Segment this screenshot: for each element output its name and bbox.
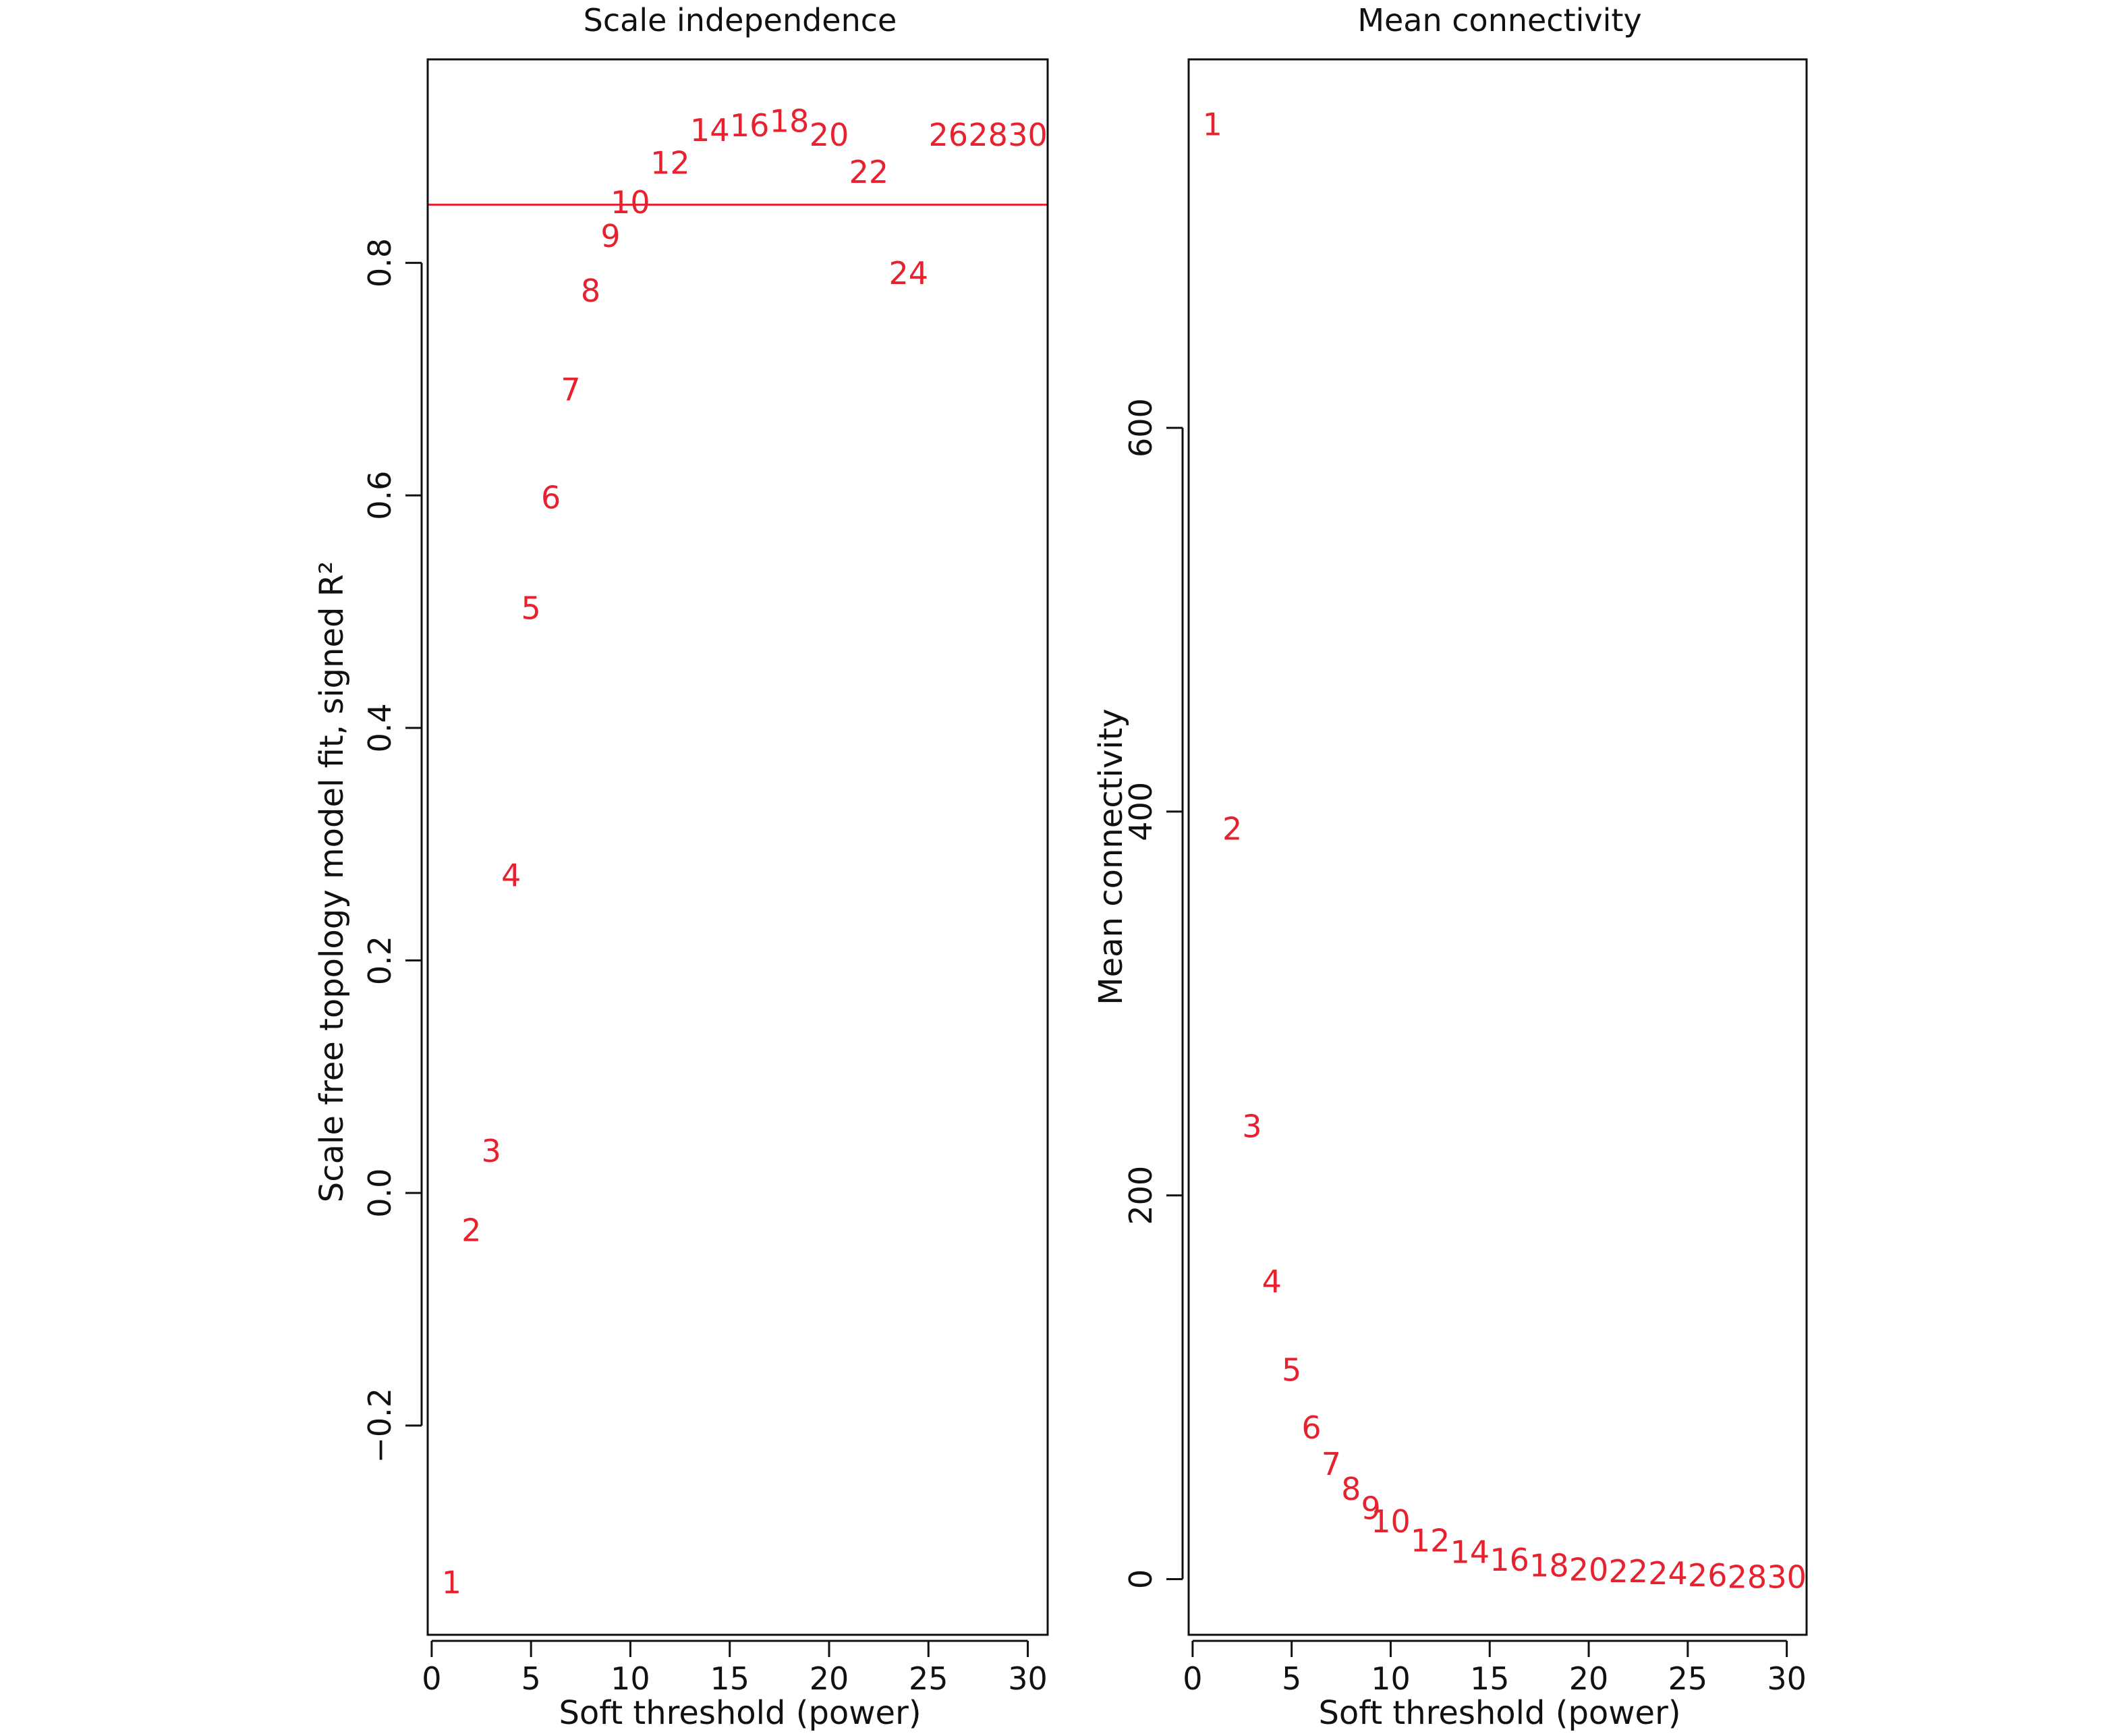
mean-connectivity-x-tick-label: 15 — [1470, 1660, 1510, 1697]
mean-connectivity-y-axis-label: Mean connectivity — [1092, 708, 1130, 1005]
scale-independence-point-26: 26 — [928, 117, 968, 153]
mean-connectivity-point-7: 7 — [1322, 1446, 1341, 1482]
scale-independence-point-5: 5 — [521, 590, 541, 626]
scale-independence-x-tick-label: 25 — [909, 1660, 948, 1697]
mean-connectivity-point-26: 26 — [1688, 1557, 1728, 1594]
mean-connectivity-point-24: 24 — [1648, 1555, 1688, 1592]
mean-connectivity-point-20: 20 — [1569, 1551, 1609, 1588]
mean-connectivity-point-9: 9 — [1361, 1490, 1380, 1526]
scale-independence-y-tick-label: 0.6 — [362, 471, 398, 520]
scale-independence-x-tick-label: 0 — [422, 1660, 441, 1697]
mean-connectivity-panel: Mean connectivity Soft threshold (power)… — [1092, 2, 1808, 1732]
scale-independence-x-tick-label: 10 — [611, 1660, 650, 1697]
scale-independence-point-14: 14 — [690, 112, 730, 148]
mean-connectivity-point-1: 1 — [1203, 107, 1222, 143]
mean-connectivity-x-tick-label: 5 — [1282, 1660, 1301, 1697]
scale-independence-x-tick-label: 15 — [710, 1660, 749, 1697]
mean-connectivity-point-30: 30 — [1767, 1559, 1807, 1596]
mean-connectivity-point-22: 22 — [1608, 1553, 1648, 1590]
mean-connectivity-point-3: 3 — [1242, 1108, 1262, 1144]
mean-connectivity-y-tick-label: 200 — [1123, 1166, 1159, 1225]
mean-connectivity-y-ticks: 0 200 400 600 — [1123, 398, 1184, 1589]
mean-connectivity-point-12: 12 — [1411, 1523, 1450, 1559]
mean-connectivity-point-8: 8 — [1341, 1471, 1361, 1507]
scale-independence-y-ticks: −0.2 0.0 0.2 0.4 0.6 0.8 — [362, 238, 423, 1463]
mean-connectivity-x-tick-label: 10 — [1371, 1660, 1411, 1697]
scale-independence-point-18: 18 — [770, 103, 810, 139]
scale-independence-point-8: 8 — [581, 273, 600, 309]
mean-connectivity-x-tick-label: 30 — [1767, 1660, 1807, 1697]
mean-connectivity-x-tick-label: 25 — [1668, 1660, 1708, 1697]
scale-independence-point-24: 24 — [889, 255, 929, 291]
mean-connectivity-point-16: 16 — [1490, 1542, 1529, 1578]
scale-independence-point-28: 28 — [968, 117, 1008, 153]
mean-connectivity-point-2: 2 — [1222, 810, 1242, 847]
mean-connectivity-point-4: 4 — [1262, 1264, 1282, 1300]
scale-independence-x-ticks: 0 5 10 15 20 25 30 — [422, 1640, 1048, 1697]
mean-connectivity-y-tick-label: 400 — [1123, 782, 1159, 841]
mean-connectivity-plot-frame — [1187, 58, 1808, 1636]
scale-independence-point-22: 22 — [849, 154, 889, 190]
scale-independence-panel: Scale independence Soft threshold (power… — [313, 2, 1049, 1732]
mean-connectivity-point-14: 14 — [1450, 1534, 1490, 1571]
scale-independence-point-30: 30 — [1008, 117, 1048, 153]
scale-independence-point-10: 10 — [611, 184, 650, 221]
mean-connectivity-x-tick-label: 0 — [1183, 1660, 1202, 1697]
mean-connectivity-x-axis-label: Soft threshold (power) — [1318, 1694, 1680, 1732]
scale-independence-point-20: 20 — [810, 117, 849, 153]
scale-independence-plot-frame — [426, 58, 1049, 1636]
scale-independence-y-tick-label: 0.8 — [362, 238, 398, 287]
scale-independence-point-16: 16 — [730, 107, 770, 144]
mean-connectivity-x-tick-label: 20 — [1569, 1660, 1609, 1697]
mean-connectivity-point-6: 6 — [1301, 1409, 1321, 1446]
mean-connectivity-y-tick-label: 600 — [1123, 398, 1159, 457]
scale-independence-point-2: 2 — [461, 1212, 481, 1248]
scale-independence-title: Scale independence — [584, 2, 897, 38]
scale-independence-point-6: 6 — [541, 480, 561, 516]
mean-connectivity-point-10: 10 — [1371, 1503, 1411, 1540]
scale-independence-point-7: 7 — [561, 371, 580, 408]
scale-independence-x-tick-label: 30 — [1008, 1660, 1048, 1697]
scale-independence-point-3: 3 — [482, 1133, 501, 1169]
scale-independence-y-tick-label: 0.0 — [362, 1169, 398, 1218]
mean-connectivity-x-ticks: 0 5 10 15 20 25 30 — [1183, 1640, 1807, 1697]
scale-independence-y-tick-label: −0.2 — [362, 1388, 398, 1463]
mean-connectivity-title: Mean connectivity — [1357, 2, 1641, 38]
scale-independence-point-9: 9 — [600, 218, 620, 254]
scale-independence-y-axis-label: Scale free topology model fit, signed R² — [313, 561, 351, 1203]
scale-independence-point-1: 1 — [442, 1564, 461, 1600]
scale-independence-y-tick-label: 0.4 — [362, 703, 398, 752]
scale-independence-y-tick-label: 0.2 — [362, 936, 398, 985]
scale-independence-x-axis-label: Soft threshold (power) — [559, 1694, 921, 1732]
mean-connectivity-y-tick-label: 0 — [1123, 1569, 1159, 1589]
mean-connectivity-point-28: 28 — [1728, 1559, 1767, 1596]
mean-connectivity-point-5: 5 — [1282, 1352, 1301, 1389]
scale-independence-point-4: 4 — [501, 858, 521, 894]
scale-independence-x-tick-label: 5 — [521, 1660, 541, 1697]
scale-independence-x-tick-label: 20 — [810, 1660, 849, 1697]
scale-independence-point-12: 12 — [650, 144, 690, 181]
mean-connectivity-point-18: 18 — [1529, 1548, 1569, 1584]
